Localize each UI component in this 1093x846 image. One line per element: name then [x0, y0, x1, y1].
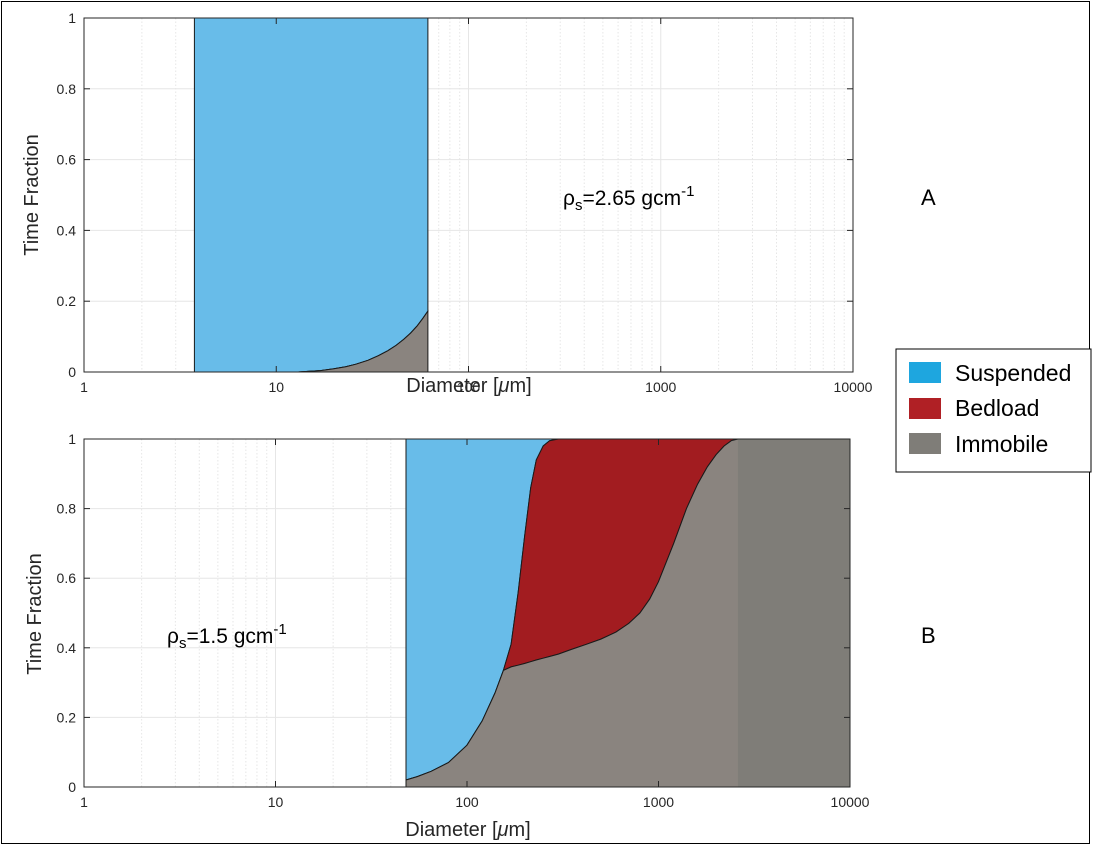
- panel-b-ylabel: Time Fraction: [24, 553, 46, 675]
- legend-label-bedload: Bedload: [955, 395, 1039, 421]
- legend: Suspended Bedload Immobile: [895, 348, 1092, 473]
- legend-label-suspended: Suspended: [955, 360, 1071, 386]
- y-tick-label: 0.2: [57, 293, 77, 309]
- y-tick-label: 0.8: [57, 501, 77, 517]
- panel-b-xlabel: Diameter [μm]: [405, 819, 530, 841]
- y-tick-label: 0.6: [57, 570, 77, 586]
- x-tick-label: 100: [455, 794, 479, 810]
- y-tick-label: 1: [68, 431, 76, 447]
- panel-a-density-annotation: ρs=2.65 gcm-1: [563, 183, 694, 214]
- panel-a: 1 10 100 1000 10000 0 0.2 0.4 0.6 0.8 1 Diameter […: [21, 10, 936, 397]
- x-tick-label: 10: [268, 794, 284, 810]
- x-tick-label: 1: [80, 379, 88, 395]
- y-tick-label: 0.6: [57, 152, 77, 168]
- panel-a-ylabel: Time Fraction: [21, 134, 43, 256]
- x-tick-label: 1: [80, 794, 88, 810]
- panel-a-areas: [193, 17, 429, 373]
- y-tick-label: 0.4: [57, 640, 77, 656]
- area-immobile-full: [737, 439, 850, 787]
- legend-label-immobile: Immobile: [955, 431, 1048, 457]
- y-tick-label: 1: [68, 10, 76, 26]
- legend-swatch-bedload: [909, 398, 941, 419]
- panel-a-xlabel: Diameter [μm]: [406, 375, 531, 397]
- x-tick-label: 1000: [645, 379, 676, 395]
- panel-b-density-annotation: ρs=1.5 gcm-1: [167, 621, 287, 652]
- legend-swatch-suspended: [909, 362, 941, 383]
- x-tick-label: 10000: [831, 794, 870, 810]
- y-tick-label: 0.4: [57, 222, 77, 238]
- panel-b-ticks: 1 10 100 1000 10000 0 0.2 0.4 0.6 0.8 1: [57, 431, 870, 810]
- y-tick-label: 0.8: [57, 81, 77, 97]
- y-tick-label: 0: [68, 364, 76, 380]
- panel-b-label: B: [921, 623, 936, 648]
- y-tick-label: 0.2: [57, 709, 77, 725]
- panel-a-ticks: 1 10 100 1000 10000 0 0.2 0.4 0.6 0.8 1: [57, 10, 873, 395]
- x-tick-label: 1000: [643, 794, 674, 810]
- area-suspended: [193, 17, 429, 373]
- x-tick-label: 100: [457, 379, 481, 395]
- x-tick-label: 10000: [834, 379, 873, 395]
- y-tick-label: 0: [68, 779, 76, 795]
- panel-b: 1 10 100 1000 10000 0 0.2 0.4 0.6 0.8 1 Diameter […: [24, 431, 936, 841]
- x-tick-label: 10: [268, 379, 284, 395]
- panel-b-areas: [405, 438, 851, 788]
- panel-a-label: A: [921, 185, 936, 210]
- legend-swatch-immobile: [909, 433, 941, 454]
